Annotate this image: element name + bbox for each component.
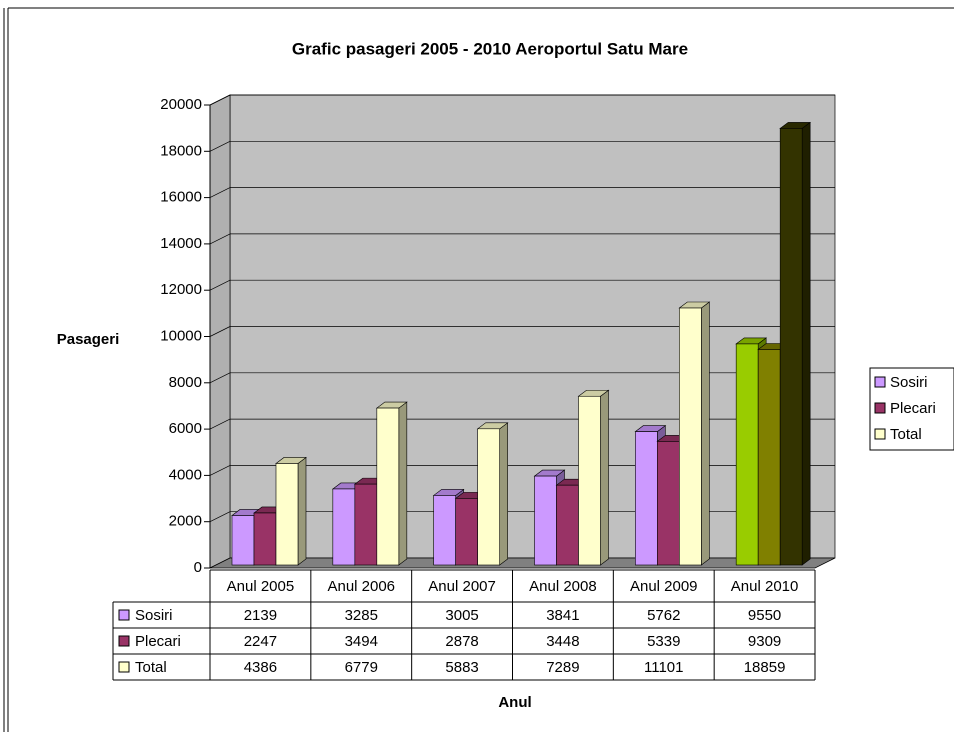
- legend-label: Total: [890, 426, 922, 443]
- table-cell: 11101: [644, 659, 684, 676]
- grid-line: [209, 511, 231, 523]
- bar: [635, 431, 658, 566]
- bar: [253, 512, 277, 566]
- bar: [275, 463, 299, 566]
- grid-line: [209, 418, 231, 430]
- table-key: [118, 609, 130, 621]
- table-cell: 3285: [345, 607, 378, 624]
- table-cell: 7289: [546, 659, 579, 676]
- bar: [376, 407, 400, 566]
- grid-line: [209, 326, 231, 337]
- table-cell: 2878: [445, 633, 478, 650]
- x-tick-label: Anul 2009: [630, 578, 698, 595]
- y-tick-label: 4000: [169, 466, 202, 483]
- bar-side: [297, 456, 307, 566]
- chart-title: Grafic pasageri 2005 - 2010 Aeroportul S…: [292, 39, 688, 58]
- bar: [679, 307, 702, 566]
- bar-side: [701, 301, 710, 566]
- table-cell: 2139: [244, 607, 277, 624]
- table-cell: 2247: [244, 633, 277, 650]
- bar: [779, 128, 803, 566]
- grid-line: [209, 279, 231, 291]
- table-cell: 5339: [647, 633, 680, 650]
- x-axis-label: Anul: [498, 694, 531, 711]
- table-cell: 9309: [748, 633, 781, 650]
- legend-label: Sosiri: [890, 374, 928, 391]
- bar: [433, 495, 456, 566]
- table-row-label: Sosiri: [135, 607, 173, 624]
- bar: [735, 343, 759, 566]
- y-tick-label: 18000: [160, 142, 202, 159]
- bar-side: [398, 401, 408, 566]
- x-tick-label: Anul 2007: [428, 578, 496, 595]
- y-axis-label: Pasageri: [57, 331, 120, 348]
- bar: [578, 395, 601, 566]
- x-tick-label: Anul 2010: [731, 578, 799, 595]
- y-tick-label: 12000: [160, 281, 202, 298]
- table-cell: 18859: [744, 659, 786, 676]
- table-cell: 3448: [546, 633, 579, 650]
- legend-key: [874, 428, 886, 440]
- y-tick-label: 16000: [160, 189, 202, 206]
- legend-key: [874, 402, 886, 414]
- y-tick-label: 8000: [169, 374, 202, 391]
- table-cell: 5762: [647, 607, 680, 624]
- bar: [231, 515, 255, 566]
- bar: [332, 488, 356, 566]
- bar: [477, 428, 500, 566]
- table-key: [118, 661, 130, 673]
- y-tick-label: 0: [194, 559, 202, 576]
- grid-line: [209, 233, 231, 245]
- grid-line: [209, 94, 231, 106]
- y-tick-label: 6000: [169, 420, 202, 437]
- table-cell: 5883: [445, 659, 478, 676]
- table-row-label: Plecari: [135, 633, 181, 650]
- table-cell: 9550: [748, 607, 781, 624]
- table-cell: 6779: [345, 659, 378, 676]
- grid-line: [209, 140, 231, 152]
- grid-line: [209, 372, 231, 384]
- grid-line: [209, 465, 231, 476]
- bar: [354, 483, 378, 566]
- table-cell: 3005: [445, 607, 478, 624]
- grid-line: [209, 187, 231, 198]
- bar: [556, 484, 579, 566]
- x-tick-label: Anul 2006: [327, 578, 395, 595]
- y-tick-label: 2000: [169, 513, 202, 530]
- legend-key: [874, 376, 886, 388]
- bar: [757, 349, 781, 566]
- bar: [455, 498, 478, 566]
- y-tick-label: 10000: [160, 327, 202, 344]
- x-tick-label: Anul 2005: [227, 578, 295, 595]
- x-tick-label: Anul 2008: [529, 578, 597, 595]
- table-key: [118, 635, 130, 647]
- y-tick-label: 20000: [160, 96, 202, 113]
- legend-label: Plecari: [890, 400, 936, 417]
- table-cell: 4386: [244, 659, 277, 676]
- y-tick-label: 14000: [160, 235, 202, 252]
- table-cell: 3494: [345, 633, 378, 650]
- table-cell: 3841: [546, 607, 579, 624]
- bar: [534, 475, 557, 566]
- bar-side: [600, 389, 609, 566]
- bar-side: [801, 121, 811, 566]
- bar: [657, 441, 680, 566]
- bar-side: [499, 422, 508, 566]
- table-row-label: Total: [135, 659, 167, 676]
